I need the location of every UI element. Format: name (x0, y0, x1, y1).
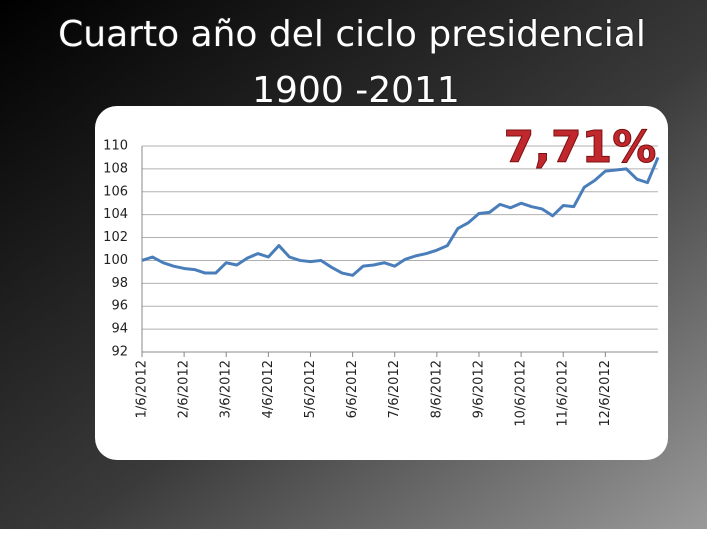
x-tick-label: 10/6/2012 (514, 360, 529, 427)
y-tick-label: 100 (103, 253, 128, 268)
chart-subtitle: 1900 -2011 (252, 70, 460, 111)
y-tick-label: 106 (103, 184, 128, 199)
annotation: 7,71% (504, 122, 657, 173)
x-tick-label: 8/6/2012 (429, 360, 444, 418)
series-line (141, 156, 660, 277)
x-tick-label: 7/6/2012 (387, 360, 402, 418)
y-tick-label: 104 (103, 207, 128, 222)
x-tick-label: 6/6/2012 (345, 360, 360, 418)
x-tick-label: 5/6/2012 (303, 360, 318, 418)
x-tick-label: 9/6/2012 (471, 360, 486, 418)
x-tick-label: 12/6/2012 (598, 360, 613, 427)
x-tick-label: 1/6/2012 (135, 360, 150, 418)
x-tick-label: 11/6/2012 (556, 360, 571, 427)
y-tick-label: 92 (111, 345, 128, 360)
x-tick-label: 3/6/2012 (219, 360, 234, 418)
y-tick-label: 96 (111, 299, 128, 314)
y-tick-label: 102 (103, 230, 128, 245)
y-tick-label: 94 (111, 322, 128, 337)
x-tick-label: 4/6/2012 (261, 360, 276, 418)
y-tick-label: 110 (103, 139, 128, 154)
chart-title: Cuarto año del ciclo presidencial (58, 14, 646, 55)
plot: 92 94 96 98 100 102 104 106 108 110 1/6/2012 2/6/20… (103, 139, 660, 427)
x-tick-label: 2/6/2012 (177, 360, 192, 418)
y-tick-label: 108 (103, 161, 128, 176)
y-tick-label: 98 (111, 276, 128, 291)
